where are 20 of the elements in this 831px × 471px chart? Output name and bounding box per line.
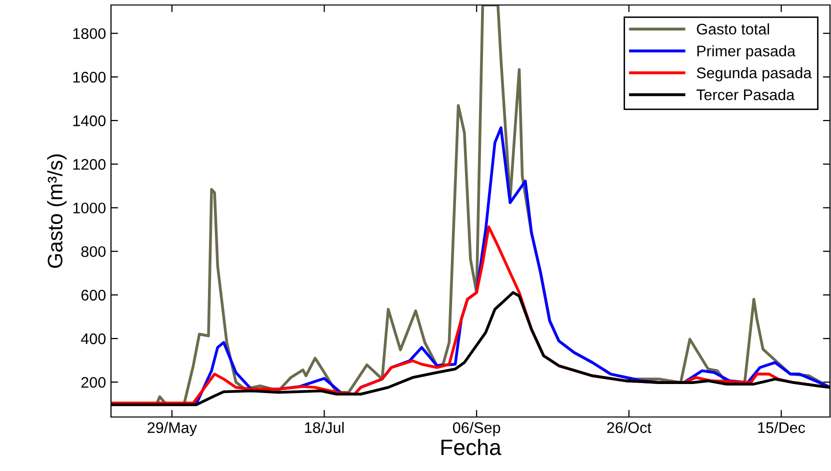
y-tick-label: 1600 — [73, 72, 106, 83]
legend-label: Gasto total — [696, 23, 769, 35]
x-tick-label: 18/Jul — [305, 422, 344, 434]
y-tick-label: 800 — [81, 246, 106, 258]
x-tick-label: 26/Oct — [607, 422, 652, 434]
legend-label: Segunda pasada — [696, 67, 812, 82]
y-tick-label: 1200 — [73, 159, 106, 170]
y-tick-label: 1400 — [73, 115, 106, 126]
x-tick-label: 06/Sep — [452, 422, 500, 436]
x-axis-title: Fecha — [441, 438, 502, 456]
legend-label: Tercer Pasada — [696, 88, 795, 100]
y-axis-title: Gasto (m³/s) — [47, 154, 67, 268]
y-tick-label: 1800 — [73, 28, 106, 40]
y-tick-label: 400 — [81, 333, 106, 344]
y-tick-label: 1000 — [73, 202, 106, 214]
y-tick-label: 600 — [81, 290, 106, 301]
x-tick-label: 15/Dec — [758, 422, 806, 434]
legend-label: Primer pasada — [697, 45, 796, 60]
x-tick-label: 29/May — [148, 422, 197, 436]
y-tick-label: 200 — [81, 376, 106, 388]
